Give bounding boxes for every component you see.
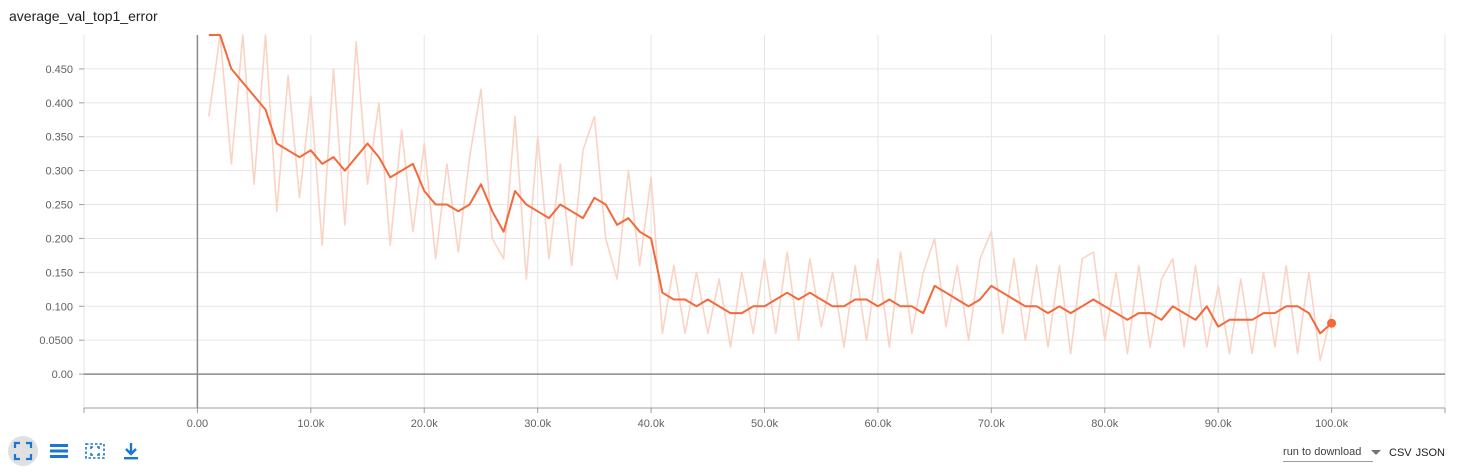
chart-plot: 0.00 10.0k 20.0k 30.0k 40.0k 50.0k 60.0k 70.0k 8… — [39, 34, 1446, 430]
y-tick-labels: 0.00 0.0500 0.100 0.150 0.200 0.250 0.300 0.350… — [39, 64, 73, 381]
smoothed-series — [208, 34, 1337, 335]
chart-title: average_val_top1_error — [9, 8, 158, 24]
x-tick-label: 90.0k — [1205, 418, 1232, 430]
fit-domain-icon — [13, 441, 33, 461]
y-tick-label: 0.300 — [45, 166, 73, 178]
y-tick-label: 0.150 — [45, 267, 73, 279]
y-tick-label: 0.200 — [45, 233, 73, 245]
smoothed-series-line — [208, 34, 1333, 335]
x-tick-labels: 0.00 10.0k 20.0k 30.0k 40.0k 50.0k 60.0k 70.0k 8… — [187, 418, 1349, 430]
chevron-down-icon — [1371, 450, 1382, 455]
x-tick-label: 80.0k — [1091, 418, 1118, 430]
download-icon — [124, 443, 138, 460]
download-button[interactable] — [116, 436, 146, 466]
download-panel: run to download CSV JSON — [1283, 444, 1445, 462]
x-tick-label: 0.00 — [187, 418, 208, 430]
x-tick-label: 100.0k — [1315, 418, 1349, 430]
toggle-log-scale-button[interactable] — [44, 436, 74, 466]
selection-zoom-icon — [85, 443, 105, 459]
y-tick-label: 0.350 — [45, 132, 73, 144]
raw-series-line — [208, 34, 1333, 362]
y-tick-label: 0.100 — [45, 301, 73, 313]
x-tick-label: 70.0k — [978, 418, 1005, 430]
fit-domain-button[interactable] — [8, 436, 38, 466]
grid-lines — [83, 35, 1446, 408]
run-to-download-select[interactable]: run to download — [1283, 444, 1382, 462]
last-point-marker — [1327, 318, 1337, 328]
x-tick-label: 50.0k — [751, 418, 778, 430]
y-tick-label: 0.400 — [45, 98, 73, 110]
raw-series — [208, 34, 1333, 362]
y-tick-label: 0.0500 — [39, 335, 73, 347]
json-download-link[interactable]: JSON — [1415, 447, 1445, 459]
toggle-log-scale-icon — [50, 444, 68, 458]
x-tick-label: 10.0k — [297, 418, 324, 430]
x-tick-label: 60.0k — [864, 418, 891, 430]
y-tick-label: 0.00 — [52, 369, 73, 381]
x-tick-label: 20.0k — [411, 418, 438, 430]
x-tick-label: 40.0k — [638, 418, 665, 430]
run-select-placeholder: run to download — [1283, 446, 1362, 458]
selection-zoom-button[interactable] — [80, 436, 110, 466]
csv-download-link[interactable]: CSV — [1389, 447, 1412, 459]
y-tick-label: 0.450 — [45, 64, 73, 76]
axes — [79, 35, 1446, 413]
x-tick-label: 30.0k — [524, 418, 551, 430]
y-tick-label: 0.250 — [45, 200, 73, 212]
chart-toolbar — [8, 435, 146, 467]
